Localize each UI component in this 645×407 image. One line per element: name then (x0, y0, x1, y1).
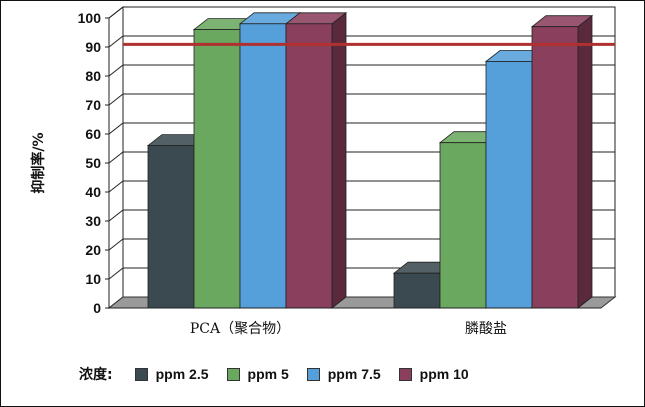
bar-1-3 (531, 26, 579, 309)
legend-item-ppm-5: ppm 5 (226, 366, 289, 382)
bar-0-3-side (331, 11, 347, 309)
y-tick-label-7: 70 (85, 97, 101, 113)
y-tick-label-4: 40 (85, 184, 101, 200)
y-tick-label-10: 100 (78, 10, 102, 26)
legend-label-ppm-5: ppm 5 (247, 366, 289, 382)
bar-1-3-side (577, 14, 593, 309)
x-category-label-1: 膦酸盐 (465, 321, 507, 337)
legend-item-ppm-7-5: ppm 7.5 (306, 366, 381, 382)
gridline-side-1 (108, 267, 124, 280)
y-tick-label-2: 20 (85, 242, 101, 258)
legend-title: 浓度: (79, 367, 113, 383)
y-tick-label-3: 30 (85, 213, 101, 229)
legend-item-ppm-2-5: ppm 2.5 (134, 366, 209, 382)
legend-swatch-ppm-5 (226, 367, 240, 381)
y-axis-label: 抑制率/% (30, 132, 47, 193)
y-tick-label-0: 0 (93, 300, 101, 316)
bar-0-1 (193, 29, 241, 309)
y-tick-label-8: 80 (85, 68, 101, 84)
legend-label-ppm-7-5: ppm 7.5 (327, 366, 381, 382)
y-tick-label-9: 90 (85, 39, 101, 55)
gridline-side-2 (108, 238, 124, 251)
gridline-side-5 (108, 151, 124, 164)
bar-1-2 (485, 61, 533, 309)
bar-0-3 (285, 23, 333, 309)
gridline-side-6 (108, 122, 124, 135)
gridline-side-7 (108, 93, 124, 106)
bar-0-2 (239, 23, 287, 309)
legend-label-ppm-2-5: ppm 2.5 (155, 366, 209, 382)
legend-swatch-ppm-10 (398, 367, 412, 381)
y-tick-label-5: 50 (85, 155, 101, 171)
legend: 浓度: ppm 2.5 ppm 5 ppm 7.5 ppm 10 (79, 363, 487, 385)
gridline-side-8 (108, 64, 124, 77)
y-tick-label-6: 60 (85, 126, 101, 142)
gridline-side-4 (108, 180, 124, 193)
legend-swatch-ppm-7-5 (306, 367, 320, 381)
gridline-side-9 (108, 35, 124, 48)
x-category-label-0: PCA（聚合物） (190, 321, 290, 337)
bar-1-1 (439, 142, 487, 309)
gridline-side-10 (108, 6, 124, 19)
y-tick-label-1: 10 (85, 271, 101, 287)
legend-swatch-ppm-2-5 (134, 367, 148, 381)
gridline-side-3 (108, 209, 124, 222)
bar-0-0 (147, 145, 195, 309)
bar-1-0 (393, 272, 441, 309)
legend-label-ppm-10: ppm 10 (419, 366, 469, 382)
legend-item-ppm-10: ppm 10 (398, 366, 469, 382)
